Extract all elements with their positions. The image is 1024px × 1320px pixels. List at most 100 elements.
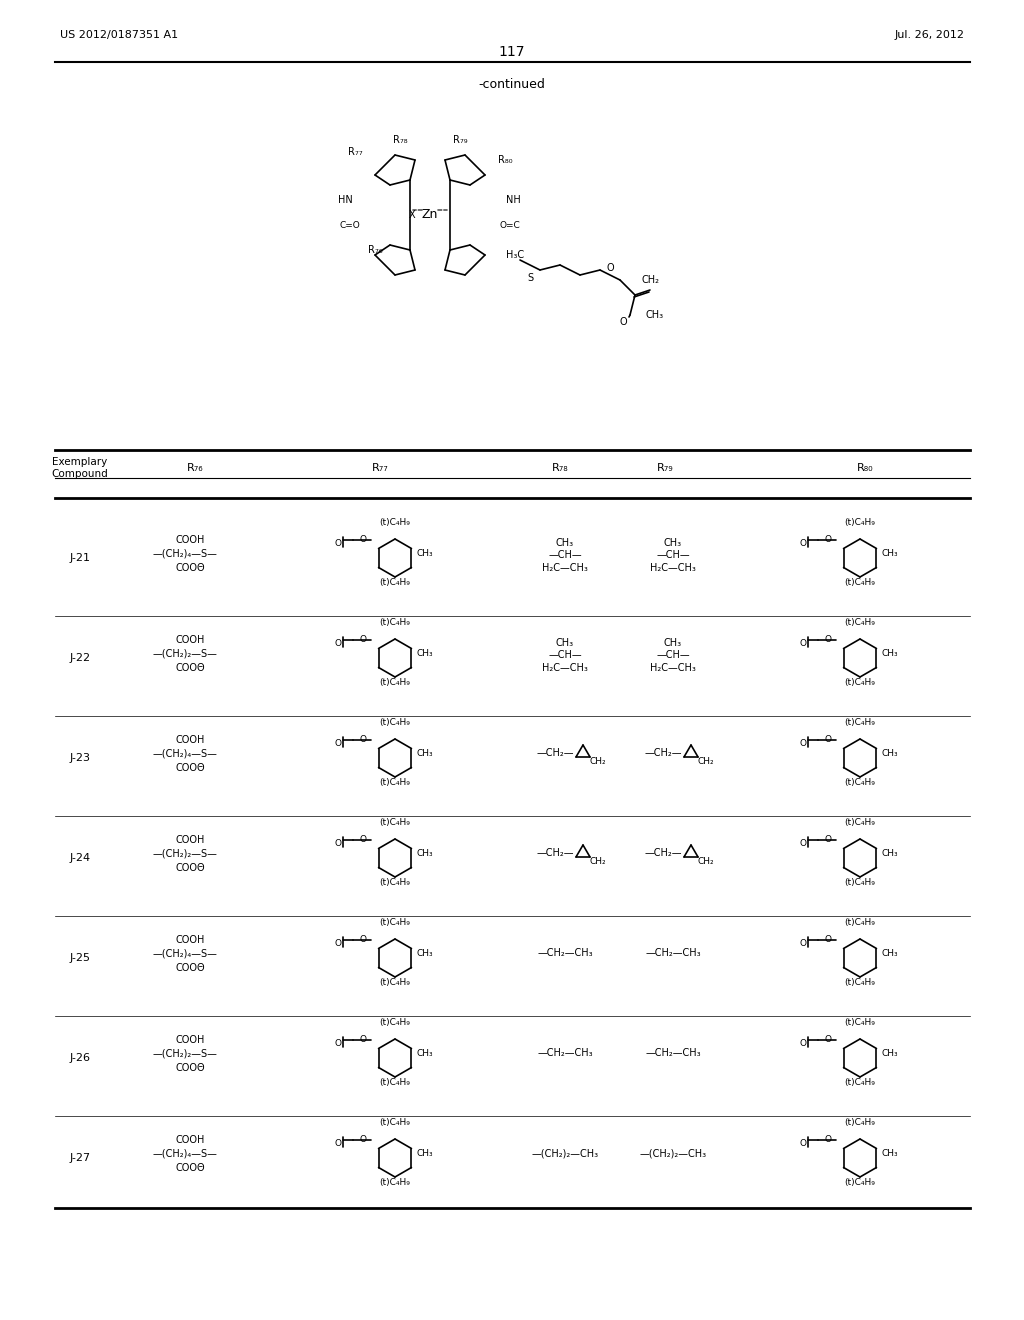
Text: O: O — [335, 840, 341, 849]
Text: CH₃: CH₃ — [882, 549, 898, 557]
Text: O: O — [800, 1139, 807, 1148]
Text: CH₃: CH₃ — [882, 748, 898, 758]
Text: X: X — [409, 210, 416, 220]
Text: HN: HN — [338, 195, 352, 205]
Text: Exemplary: Exemplary — [52, 457, 108, 467]
Text: (t)C₄H₉: (t)C₄H₉ — [380, 779, 411, 788]
Text: —(CH₂)₂—CH₃: —(CH₂)₂—CH₃ — [639, 1148, 707, 1158]
Text: COOΘ: COOΘ — [175, 863, 205, 873]
Text: O: O — [800, 940, 807, 949]
Text: R₇₉: R₇₉ — [656, 463, 674, 473]
Text: O: O — [359, 735, 367, 744]
Text: —CH₂—CH₃: —CH₂—CH₃ — [538, 948, 593, 958]
Text: (t)C₄H₉: (t)C₄H₉ — [380, 818, 411, 828]
Text: (t)C₄H₉: (t)C₄H₉ — [845, 619, 876, 627]
Text: COOΘ: COOΘ — [175, 1163, 205, 1173]
Text: CH₂: CH₂ — [590, 857, 606, 866]
Text: (t)C₄H₉: (t)C₄H₉ — [380, 1118, 411, 1127]
Text: CH₂: CH₂ — [590, 756, 606, 766]
Text: CH₃: CH₃ — [417, 1148, 433, 1158]
Text: (t)C₄H₉: (t)C₄H₉ — [380, 879, 411, 887]
Text: —CH—: —CH— — [548, 550, 582, 560]
Text: O: O — [359, 1135, 367, 1144]
Text: H₂C—CH₃: H₂C—CH₃ — [650, 564, 696, 573]
Text: (t)C₄H₉: (t)C₄H₉ — [845, 779, 876, 788]
Text: CH₃: CH₃ — [417, 949, 433, 957]
Text: (t)C₄H₉: (t)C₄H₉ — [845, 978, 876, 987]
Text: (t)C₄H₉: (t)C₄H₉ — [380, 578, 411, 587]
Text: —CH—: —CH— — [548, 649, 582, 660]
Text: —(CH₂)₂—S—: —(CH₂)₂—S— — [153, 1048, 217, 1059]
Text: CH₃: CH₃ — [646, 310, 664, 319]
Text: O: O — [620, 317, 627, 327]
Text: R₇₇: R₇₇ — [372, 463, 388, 473]
Text: CH₃: CH₃ — [417, 648, 433, 657]
Text: —(CH₂)₄—S—: —(CH₂)₄—S— — [153, 748, 217, 758]
Text: O: O — [359, 836, 367, 845]
Text: COOH: COOH — [175, 735, 205, 744]
Text: —CH₂—: —CH₂— — [537, 748, 573, 758]
Text: O=C: O=C — [500, 220, 520, 230]
Text: —CH—: —CH— — [656, 550, 690, 560]
Text: O: O — [335, 940, 341, 949]
Text: COOΘ: COOΘ — [175, 964, 205, 973]
Text: R₈₀: R₈₀ — [857, 463, 873, 473]
Text: (t)C₄H₉: (t)C₄H₉ — [380, 619, 411, 627]
Text: O: O — [359, 536, 367, 544]
Text: R₇₆: R₇₆ — [368, 246, 382, 255]
Text: O: O — [824, 836, 831, 845]
Text: (t)C₄H₉: (t)C₄H₉ — [845, 818, 876, 828]
Text: COOH: COOH — [175, 535, 205, 545]
Text: (t)C₄H₉: (t)C₄H₉ — [380, 1078, 411, 1088]
Text: (t)C₄H₉: (t)C₄H₉ — [380, 678, 411, 688]
Text: CH₃: CH₃ — [882, 849, 898, 858]
Text: COOΘ: COOΘ — [175, 763, 205, 774]
Text: CH₃: CH₃ — [417, 748, 433, 758]
Text: H₂C—CH₃: H₂C—CH₃ — [542, 564, 588, 573]
Text: CH₂: CH₂ — [697, 756, 715, 766]
Text: O: O — [824, 735, 831, 744]
Text: (t)C₄H₉: (t)C₄H₉ — [380, 519, 411, 528]
Text: J-23: J-23 — [70, 752, 90, 763]
Text: O: O — [824, 1035, 831, 1044]
Text: O: O — [359, 635, 367, 644]
Text: (t)C₄H₉: (t)C₄H₉ — [380, 1179, 411, 1188]
Text: O: O — [800, 739, 807, 748]
Text: CH₃: CH₃ — [882, 949, 898, 957]
Text: Compound: Compound — [51, 469, 109, 479]
Text: CH₃: CH₃ — [417, 549, 433, 557]
Text: CH₃: CH₃ — [556, 638, 574, 648]
Text: -continued: -continued — [478, 78, 546, 91]
Text: O: O — [335, 639, 341, 648]
Text: R₇₉: R₇₉ — [453, 135, 467, 145]
Text: O: O — [824, 635, 831, 644]
Text: R₈₀: R₈₀ — [498, 154, 512, 165]
Text: —CH₂—: —CH₂— — [644, 847, 682, 858]
Text: (t)C₄H₉: (t)C₄H₉ — [380, 919, 411, 928]
Text: H₂C—CH₃: H₂C—CH₃ — [542, 663, 588, 673]
Text: —(CH₂)₄—S—: —(CH₂)₄—S— — [153, 948, 217, 958]
Text: Zn: Zn — [422, 209, 438, 222]
Text: (t)C₄H₉: (t)C₄H₉ — [845, 919, 876, 928]
Text: (t)C₄H₉: (t)C₄H₉ — [845, 1078, 876, 1088]
Text: CH₃: CH₃ — [664, 539, 682, 548]
Text: O: O — [800, 540, 807, 549]
Text: (t)C₄H₉: (t)C₄H₉ — [845, 718, 876, 727]
Text: CH₃: CH₃ — [417, 1048, 433, 1057]
Text: CH₂: CH₂ — [697, 857, 715, 866]
Text: R₇₈: R₇₈ — [392, 135, 408, 145]
Text: (t)C₄H₉: (t)C₄H₉ — [845, 879, 876, 887]
Text: —CH₂—CH₃: —CH₂—CH₃ — [645, 1048, 700, 1059]
Text: —CH₂—CH₃: —CH₂—CH₃ — [538, 1048, 593, 1059]
Text: COOH: COOH — [175, 635, 205, 645]
Text: CH₃: CH₃ — [417, 849, 433, 858]
Text: H₂C—CH₃: H₂C—CH₃ — [650, 663, 696, 673]
Text: Jul. 26, 2012: Jul. 26, 2012 — [895, 30, 965, 40]
Text: (t)C₄H₉: (t)C₄H₉ — [845, 519, 876, 528]
Text: O: O — [335, 1040, 341, 1048]
Text: COOH: COOH — [175, 935, 205, 945]
Text: CH₂: CH₂ — [641, 275, 659, 285]
Text: COOΘ: COOΘ — [175, 564, 205, 573]
Text: COOH: COOH — [175, 836, 205, 845]
Text: J-26: J-26 — [70, 1053, 90, 1063]
